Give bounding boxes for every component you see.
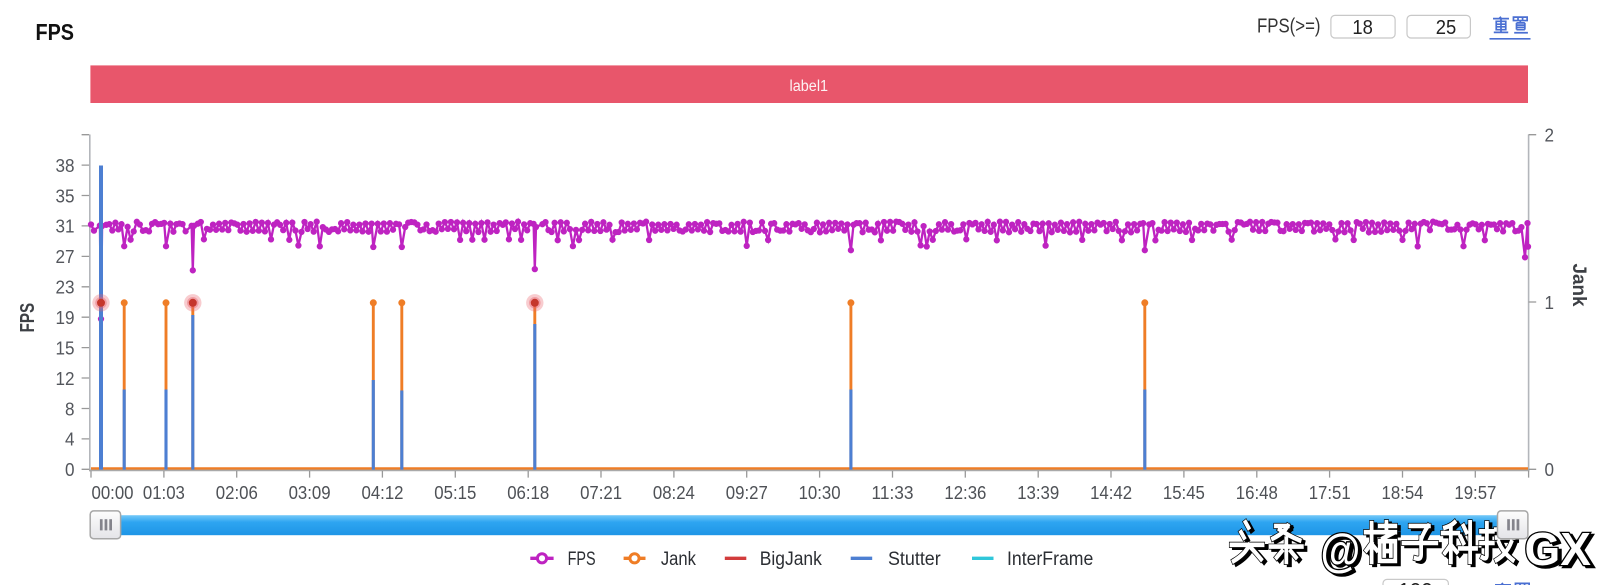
svg-text:25: 25 [1436,16,1457,39]
svg-text:03:09: 03:09 [289,482,331,503]
svg-text:1: 1 [1545,292,1555,313]
svg-text:16:48: 16:48 [1236,482,1278,503]
svg-text:15: 15 [56,337,75,358]
svg-text:2: 2 [1545,125,1555,146]
svg-text:06:18: 06:18 [507,482,549,503]
svg-text:100: 100 [1398,579,1432,585]
svg-text:Jank: Jank [1568,264,1589,307]
svg-text:13:39: 13:39 [1017,482,1059,503]
svg-text:19:57: 19:57 [1454,482,1496,503]
svg-text:0: 0 [1545,459,1555,480]
svg-text:12:36: 12:36 [944,482,986,503]
svg-text:38: 38 [56,155,75,176]
svg-text:@: @ [1324,526,1364,578]
svg-text:FPS: FPS [568,549,596,570]
svg-text:31: 31 [56,216,75,237]
svg-text:InterFrame: InterFrame [1007,549,1093,570]
svg-text:BigJank: BigJank [760,549,822,570]
svg-text:00:00: 00:00 [92,482,134,503]
svg-text:FPS(>=): FPS(>=) [1257,16,1321,38]
svg-text:23: 23 [56,277,75,298]
svg-text:04:12: 04:12 [362,482,404,503]
svg-text:label1: label1 [790,78,829,95]
svg-text:@: @ [1321,524,1361,576]
svg-text:12: 12 [56,368,75,389]
svg-text:GX: GX [1525,523,1592,575]
svg-text:GX: GX [1528,525,1595,577]
svg-text:01:03: 01:03 [143,482,185,503]
svg-text:FPS: FPS [17,303,39,333]
svg-text:FPS: FPS [36,19,75,45]
svg-text:GX: GX [1525,523,1592,575]
svg-text:14:42: 14:42 [1090,482,1132,503]
svg-text:18:54: 18:54 [1382,482,1424,503]
svg-text:11:33: 11:33 [872,482,914,503]
svg-text:08:24: 08:24 [653,482,695,503]
svg-text:@: @ [1321,524,1361,576]
svg-text:07:21: 07:21 [580,482,622,503]
svg-text:Jank: Jank [661,549,696,570]
svg-text:18: 18 [1352,16,1373,39]
svg-text:35: 35 [56,185,75,206]
svg-text:02:06: 02:06 [216,482,258,503]
svg-text:Stutter: Stutter [888,549,941,570]
svg-text:15:45: 15:45 [1163,482,1205,503]
svg-text:27: 27 [56,246,75,267]
svg-text:4: 4 [65,429,75,450]
svg-text:19: 19 [56,307,75,328]
svg-text:17:51: 17:51 [1309,482,1351,503]
svg-text:09:27: 09:27 [726,482,768,503]
svg-text:8: 8 [65,398,75,419]
svg-text:0: 0 [65,459,75,480]
svg-text:10:30: 10:30 [799,482,841,503]
svg-text:05:15: 05:15 [434,482,476,503]
